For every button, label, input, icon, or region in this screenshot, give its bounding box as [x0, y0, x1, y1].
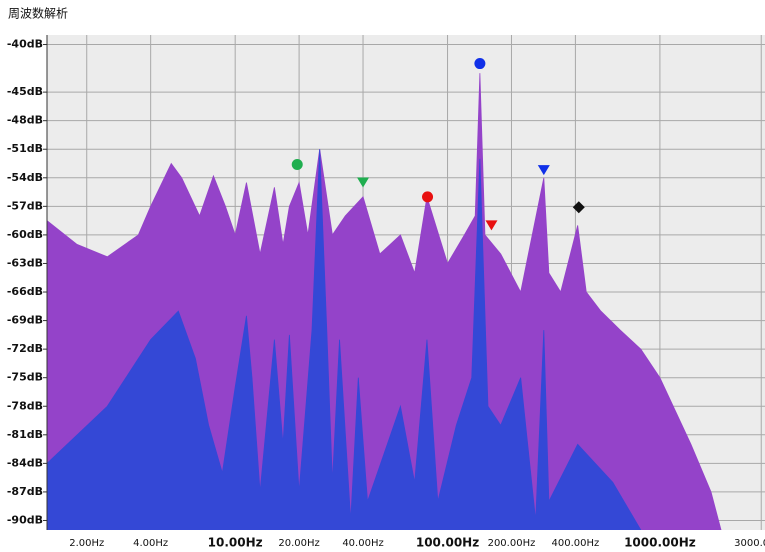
- y-tick-label: -87dB: [7, 485, 43, 498]
- peak-marker: [572, 201, 585, 214]
- x-tick-label: 100.00Hz: [416, 536, 479, 550]
- y-tick-label: -72dB: [7, 342, 43, 355]
- peak-marker: [291, 158, 303, 170]
- plot-content: [47, 35, 765, 530]
- y-tick-label: -84dB: [7, 456, 43, 469]
- y-tick-label: -78dB: [7, 399, 43, 412]
- y-tick-label: -57dB: [7, 199, 43, 212]
- y-tick-label: -75dB: [7, 371, 43, 384]
- y-tick-label: -48dB: [7, 114, 43, 127]
- peak-marker: [422, 191, 434, 203]
- y-tick-label: -66dB: [7, 285, 43, 298]
- x-tick-label: 200.00Hz: [488, 538, 536, 549]
- x-tick-label: 20.00Hz: [278, 538, 319, 549]
- x-tick-label: 40.00Hz: [342, 538, 383, 549]
- y-tick-label: -60dB: [7, 228, 43, 241]
- y-tick-label: -63dB: [7, 256, 43, 269]
- x-tick-label: 1000.00Hz: [624, 536, 696, 550]
- x-tick-label: 4.00Hz: [133, 538, 168, 549]
- y-tick-label: -51dB: [7, 142, 43, 155]
- y-tick-label: -81dB: [7, 428, 43, 441]
- spectrum-area: [47, 149, 642, 530]
- y-tick-label: -54dB: [7, 171, 43, 184]
- y-tick-label: -90dB: [7, 513, 43, 526]
- window-title: 周波数解析: [8, 6, 68, 21]
- x-tick-label: 10.00Hz: [208, 536, 263, 550]
- spectrum-area: [47, 73, 722, 530]
- peak-marker: [357, 177, 370, 188]
- y-tick-label: -69dB: [7, 314, 43, 327]
- y-tick-label: -40dB: [7, 38, 43, 51]
- plot-area: [47, 35, 765, 530]
- y-tick-label: -45dB: [7, 85, 43, 98]
- peak-marker: [537, 165, 550, 176]
- x-tick-label: 2.00Hz: [69, 538, 104, 549]
- x-tick-label: 400.00Hz: [552, 538, 600, 549]
- x-tick-label: 3000.00Hz: [734, 538, 765, 549]
- peak-marker: [474, 58, 486, 70]
- peak-marker: [485, 220, 498, 231]
